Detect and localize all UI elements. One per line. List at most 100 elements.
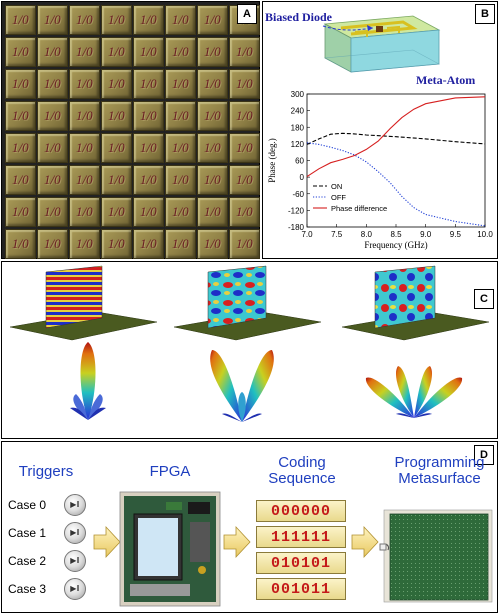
- meta-atom-tile: 1/0: [5, 37, 36, 67]
- meta-atom-tile: 1/0: [197, 101, 228, 131]
- meta-atom-tile: 1/0: [197, 165, 228, 195]
- meta-atom-tile: 1/0: [197, 229, 228, 259]
- coding-sequence-3: 001011: [256, 578, 346, 600]
- triggers-title: Triggers: [18, 463, 74, 480]
- coding-sequence-1: 111111: [256, 526, 346, 548]
- tile-label: 1/0: [172, 236, 189, 251]
- tile-label: 1/0: [172, 204, 189, 219]
- meta-atom-tile: 1/0: [69, 69, 100, 99]
- x-tick-label: 8.0: [361, 230, 373, 239]
- panel-d-graphics: [93, 491, 493, 607]
- meta-atom-tile: 1/0: [133, 165, 164, 195]
- meta-atom-tile: 1/0: [165, 229, 196, 259]
- play-pause-icon: ▶‖: [70, 584, 80, 593]
- tile-label: 1/0: [108, 44, 125, 59]
- tile-label: 1/0: [44, 12, 61, 27]
- phase-chart: 7.0 7.5 8.0 8.5 9.0 9.5 10.0 -180 -120 -60 0 60 120 1…: [267, 90, 493, 250]
- tile-label: 1/0: [108, 108, 125, 123]
- tile-label: 1/0: [236, 140, 253, 155]
- meta-atom-tile: 1/0: [229, 197, 260, 227]
- scattering-scene-1: [9, 265, 158, 420]
- meta-atom-tile: 1/0: [5, 69, 36, 99]
- tile-label: 1/0: [172, 44, 189, 59]
- coding-sequence-0: 000000: [256, 500, 346, 522]
- tile-label: 1/0: [108, 172, 125, 187]
- tile-label: 1/0: [204, 236, 221, 251]
- x-tick-label: 7.0: [301, 230, 313, 239]
- tile-label: 1/0: [76, 140, 93, 155]
- series-line-0: [306, 132, 486, 145]
- meta-atom-tile: 1/0: [101, 165, 132, 195]
- tile-label: 1/0: [140, 76, 157, 91]
- meta-atom-tile: 1/0: [101, 197, 132, 227]
- panel-d: D Triggers FPGA Coding Sequence Programm…: [1, 441, 498, 613]
- meta-atom-tile: 1/0: [101, 37, 132, 67]
- tile-label: 1/0: [140, 172, 157, 187]
- tile-label: 1/0: [76, 44, 93, 59]
- meta-atom-tile: 1/0: [69, 101, 100, 131]
- tile-label: 1/0: [44, 140, 61, 155]
- meta-atom-tile: 1/0: [37, 197, 68, 227]
- tile-label: 1/0: [204, 12, 221, 27]
- tile-label: 1/0: [204, 140, 221, 155]
- tile-label: 1/0: [172, 76, 189, 91]
- case-1-button[interactable]: ▶‖: [64, 522, 86, 544]
- tile-label: 1/0: [12, 108, 29, 123]
- meta-atom-tile: 1/0: [5, 165, 36, 195]
- tile-label: 1/0: [204, 108, 221, 123]
- case-0-label: Case 0: [8, 498, 47, 512]
- radiation-pattern-2: [210, 350, 274, 422]
- tile-label: 1/0: [236, 76, 253, 91]
- y-tick-label: 240: [291, 107, 305, 116]
- tile-label: 1/0: [140, 140, 157, 155]
- tile-label: 1/0: [12, 44, 29, 59]
- meta-atom-label: Meta-Atom: [416, 73, 475, 87]
- meta-atom-tile: 1/0: [197, 5, 228, 35]
- tile-label: 1/0: [108, 140, 125, 155]
- tile-label: 1/0: [204, 76, 221, 91]
- programming-metasurface-title: Programming Metasurface: [394, 454, 485, 487]
- x-tick-label: 8.5: [390, 230, 402, 239]
- y-tick-label: -60: [292, 190, 304, 199]
- tile-label: 1/0: [44, 108, 61, 123]
- x-tick-label: 10.0: [477, 230, 493, 239]
- meta-atom-tile: 1/0: [101, 69, 132, 99]
- meta-atom-tile: 1/0: [69, 5, 100, 35]
- y-tick-label: 120: [291, 140, 305, 149]
- play-pause-icon: ▶‖: [70, 528, 80, 537]
- y-tick-label: 0: [300, 173, 305, 182]
- case-0-button[interactable]: ▶‖: [64, 494, 86, 516]
- case-3-button[interactable]: ▶‖: [64, 578, 86, 600]
- scattering-scene-3: [341, 265, 490, 418]
- tile-label: 1/0: [76, 236, 93, 251]
- meta-atom-tile: 1/0: [133, 101, 164, 131]
- fpga-title: FPGA: [149, 463, 191, 480]
- play-pause-icon: ▶‖: [70, 500, 80, 509]
- meta-atom-tile: 1/0: [101, 101, 132, 131]
- panel-c: C: [1, 261, 498, 439]
- meta-atom-tile: 1/0: [5, 229, 36, 259]
- meta-atom-tile: 1/0: [165, 101, 196, 131]
- meta-atom-tile: 1/0: [229, 101, 260, 131]
- meta-atom-tile: 1/0: [165, 133, 196, 163]
- tile-label: 1/0: [172, 140, 189, 155]
- tile-label: 1/0: [204, 204, 221, 219]
- meta-atom-tile: 1/0: [197, 37, 228, 67]
- meta-atom-tile: 1/0: [229, 229, 260, 259]
- case-3-label: Case 3: [8, 582, 47, 596]
- meta-atom-tile: 1/0: [5, 197, 36, 227]
- tile-label: 1/0: [76, 12, 93, 27]
- coding-sequence-2: 010101: [256, 552, 346, 574]
- tile-label: 1/0: [204, 172, 221, 187]
- tile-label: 1/0: [236, 172, 253, 187]
- tile-label: 1/0: [44, 44, 61, 59]
- meta-atom-tile: 1/0: [37, 5, 68, 35]
- tile-label: 1/0: [76, 204, 93, 219]
- case-2-button[interactable]: ▶‖: [64, 550, 86, 572]
- meta-atom-tile: 1/0: [101, 229, 132, 259]
- y-tick-label: 180: [291, 123, 305, 132]
- arrow-icon: [93, 525, 121, 559]
- play-pause-icon: ▶‖: [70, 556, 80, 565]
- meta-atom-tile: 1/0: [37, 37, 68, 67]
- tile-label: 1/0: [172, 172, 189, 187]
